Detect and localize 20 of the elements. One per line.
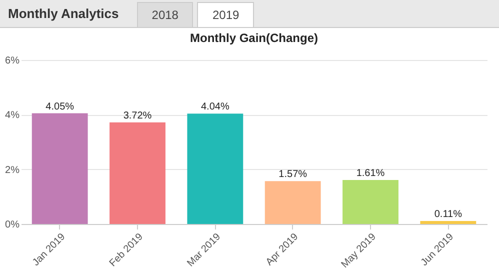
year-tab[interactable]: 2019 bbox=[197, 2, 254, 27]
data-label: 4.05% bbox=[46, 101, 74, 112]
chart-title: Monthly Gain(Change) bbox=[190, 31, 318, 45]
data-label: 3.72% bbox=[123, 110, 152, 122]
y-tick-label: 0% bbox=[5, 220, 20, 230]
data-label: 1.61% bbox=[356, 168, 385, 179]
data-label: 4.04% bbox=[200, 102, 230, 113]
bar bbox=[420, 220, 476, 224]
bar bbox=[32, 113, 88, 224]
bar bbox=[342, 180, 398, 224]
bar bbox=[187, 114, 244, 224]
bar bbox=[110, 122, 166, 224]
y-tick-label: 4% bbox=[5, 110, 20, 122]
year-tab[interactable]: 2018 bbox=[136, 2, 194, 27]
text: Monthly Analytics bbox=[8, 6, 119, 21]
data-label: 1.57% bbox=[278, 169, 308, 180]
y-tick-label: 2% bbox=[5, 164, 20, 176]
bar bbox=[264, 181, 321, 224]
y-tick-label: 6% bbox=[5, 56, 20, 66]
data-label: 0.11% bbox=[434, 208, 462, 220]
